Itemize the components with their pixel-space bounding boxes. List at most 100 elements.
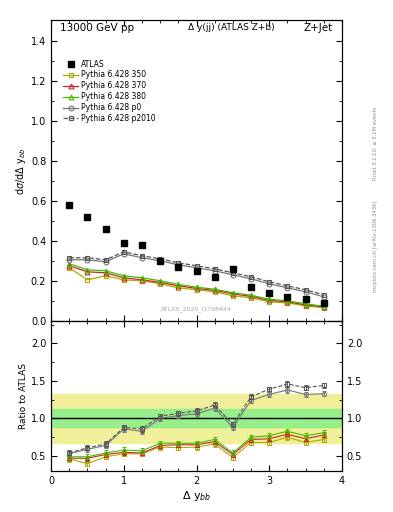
Line: Pythia 6.428 380: Pythia 6.428 380	[67, 261, 326, 309]
Pythia 6.428 p0	[267, 281, 272, 287]
Pythia 6.428 370	[285, 299, 290, 305]
Pythia 6.428 370	[140, 276, 144, 283]
Pythia 6.428 350	[303, 303, 308, 309]
Pythia 6.428 380	[85, 267, 90, 273]
Pythia 6.428 370	[176, 283, 181, 289]
Pythia 6.428 350	[85, 276, 90, 283]
Pythia 6.428 p2010	[285, 283, 290, 289]
ATLAS	[194, 268, 199, 274]
Pythia 6.428 370	[249, 293, 253, 300]
Pythia 6.428 370	[158, 280, 163, 286]
Pythia 6.428 p0	[194, 265, 199, 271]
Text: 13000 GeV pp: 13000 GeV pp	[60, 24, 134, 33]
Line: Pythia 6.428 p2010: Pythia 6.428 p2010	[67, 249, 326, 297]
ATLAS	[67, 202, 72, 208]
Line: Pythia 6.428 p0: Pythia 6.428 p0	[67, 251, 326, 299]
ATLAS	[212, 274, 217, 280]
Pythia 6.428 350	[267, 299, 272, 305]
Pythia 6.428 p0	[212, 268, 217, 274]
ATLAS	[303, 296, 308, 302]
Pythia 6.428 370	[212, 287, 217, 293]
Pythia 6.428 p0	[140, 254, 144, 261]
Pythia 6.428 380	[267, 296, 272, 302]
Y-axis label: Ratio to ATLAS: Ratio to ATLAS	[19, 363, 28, 429]
Pythia 6.428 380	[321, 303, 326, 309]
Pythia 6.428 350	[103, 273, 108, 279]
Text: ATLAS_2020_I1788444: ATLAS_2020_I1788444	[161, 306, 232, 312]
ATLAS	[285, 294, 290, 300]
Pythia 6.428 370	[267, 297, 272, 304]
Pythia 6.428 380	[231, 290, 235, 296]
ATLAS	[140, 242, 144, 248]
Pythia 6.428 350	[67, 265, 72, 271]
Pythia 6.428 380	[303, 301, 308, 307]
Pythia 6.428 380	[158, 278, 163, 284]
Pythia 6.428 p2010	[158, 255, 163, 262]
Pythia 6.428 p0	[303, 289, 308, 295]
Text: Rivet 3.1.10; ≥ 3.1M events: Rivet 3.1.10; ≥ 3.1M events	[373, 106, 378, 180]
X-axis label: $\Delta$ y$_{bb}$: $\Delta$ y$_{bb}$	[182, 488, 211, 503]
Pythia 6.428 350	[158, 281, 163, 287]
ATLAS	[176, 264, 181, 270]
Pythia 6.428 p2010	[303, 287, 308, 293]
Pythia 6.428 350	[140, 278, 144, 284]
Line: ATLAS: ATLAS	[66, 202, 327, 306]
Legend: ATLAS, Pythia 6.428 350, Pythia 6.428 370, Pythia 6.428 380, Pythia 6.428 p0, Py: ATLAS, Pythia 6.428 350, Pythia 6.428 37…	[60, 56, 159, 126]
Text: Z+Jet: Z+Jet	[304, 24, 333, 33]
ATLAS	[231, 266, 235, 272]
Pythia 6.428 350	[249, 295, 253, 301]
Pythia 6.428 p0	[176, 262, 181, 268]
Pythia 6.428 380	[285, 298, 290, 304]
Pythia 6.428 370	[67, 263, 72, 269]
Pythia 6.428 p2010	[176, 260, 181, 266]
Text: mcplots.cern.ch [arXiv:1306.3436]: mcplots.cern.ch [arXiv:1306.3436]	[373, 200, 378, 291]
Pythia 6.428 380	[176, 281, 181, 287]
Pythia 6.428 p0	[285, 285, 290, 291]
Pythia 6.428 p2010	[67, 254, 72, 261]
Pythia 6.428 p0	[85, 257, 90, 263]
Pythia 6.428 p0	[121, 251, 126, 257]
Text: Δ y(jj) (ATLAS Z+b): Δ y(jj) (ATLAS Z+b)	[188, 24, 275, 32]
ATLAS	[85, 214, 90, 220]
Pythia 6.428 380	[121, 273, 126, 279]
Pythia 6.428 380	[140, 275, 144, 281]
Pythia 6.428 350	[231, 293, 235, 299]
Pythia 6.428 370	[103, 270, 108, 276]
ATLAS	[121, 240, 126, 246]
Pythia 6.428 p2010	[85, 254, 90, 261]
Pythia 6.428 p2010	[212, 266, 217, 272]
ATLAS	[321, 300, 326, 306]
Pythia 6.428 p0	[67, 257, 72, 263]
Line: Pythia 6.428 350: Pythia 6.428 350	[67, 265, 326, 310]
Pythia 6.428 370	[121, 275, 126, 281]
Pythia 6.428 370	[321, 304, 326, 310]
Pythia 6.428 p2010	[121, 249, 126, 255]
ATLAS	[158, 258, 163, 264]
Pythia 6.428 380	[194, 284, 199, 290]
Pythia 6.428 p2010	[321, 292, 326, 298]
Pythia 6.428 p0	[158, 258, 163, 264]
Line: Pythia 6.428 370: Pythia 6.428 370	[67, 263, 326, 309]
Pythia 6.428 350	[176, 285, 181, 291]
Pythia 6.428 350	[121, 276, 126, 283]
Pythia 6.428 380	[212, 286, 217, 292]
Pythia 6.428 370	[303, 302, 308, 308]
Pythia 6.428 350	[285, 300, 290, 306]
ATLAS	[103, 226, 108, 232]
Pythia 6.428 370	[85, 269, 90, 275]
Bar	[51, 410, 342, 428]
Y-axis label: d$\sigma$/d$\Delta$ y$_{bb}$: d$\sigma$/d$\Delta$ y$_{bb}$	[14, 147, 28, 195]
Pythia 6.428 p2010	[231, 270, 235, 276]
Pythia 6.428 350	[194, 287, 199, 293]
ATLAS	[249, 284, 253, 290]
Pythia 6.428 p2010	[140, 253, 144, 259]
Pythia 6.428 350	[212, 289, 217, 295]
Pythia 6.428 p2010	[249, 274, 253, 280]
ATLAS	[267, 290, 272, 296]
Pythia 6.428 380	[67, 261, 72, 267]
Pythia 6.428 p2010	[267, 279, 272, 285]
Pythia 6.428 380	[249, 292, 253, 298]
Pythia 6.428 p0	[103, 259, 108, 265]
Pythia 6.428 p2010	[194, 263, 199, 269]
Pythia 6.428 370	[231, 291, 235, 297]
